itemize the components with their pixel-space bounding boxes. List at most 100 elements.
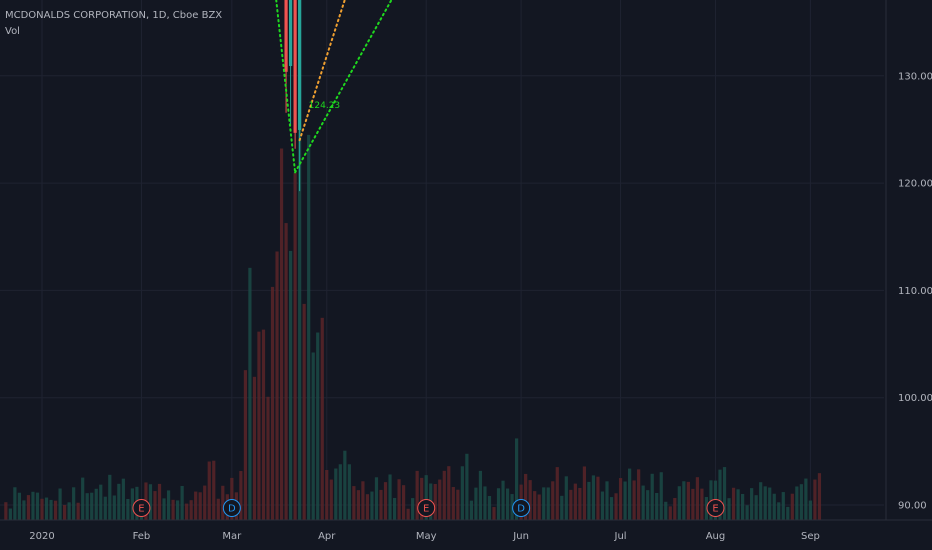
volume-bar — [284, 223, 288, 521]
volume-bar — [510, 494, 514, 520]
volume-bar — [456, 489, 460, 520]
price-tick-label: 90.00 — [898, 501, 927, 512]
volume-bar — [212, 460, 216, 520]
time-tick-label: Aug — [706, 531, 726, 542]
volume-bar — [618, 478, 623, 520]
volume-bar — [492, 507, 496, 520]
volume-bar — [578, 487, 582, 520]
volume-bar — [4, 502, 8, 520]
volume-bar — [587, 481, 591, 520]
volume-bar — [198, 492, 202, 520]
volume-bar — [126, 499, 130, 520]
event-marker-label: D — [228, 504, 236, 515]
volume-bar — [591, 475, 596, 520]
volume-bar — [275, 251, 279, 521]
long-uptrend-line — [294, 0, 393, 174]
volume-bar — [650, 473, 654, 520]
volume-bar — [474, 487, 478, 520]
volume-indicator-label[interactable]: Vol — [5, 26, 20, 37]
volume-bar — [243, 370, 247, 520]
volume-bar — [180, 485, 184, 520]
time-tick-label: Jun — [512, 531, 529, 542]
volume-bar — [252, 376, 257, 520]
volume-bar — [691, 488, 695, 520]
volume-bar — [655, 492, 659, 520]
volume-bar — [44, 497, 49, 520]
volume-bar — [307, 134, 311, 520]
volume-bar — [343, 450, 347, 520]
annotations: Long Entry 220.9Possible Targets: 276.5 … — [309, 101, 341, 111]
volume-bar — [53, 500, 58, 520]
volume-bar — [289, 250, 293, 521]
volume-bar — [609, 497, 614, 520]
long-entry-down-line — [275, 0, 297, 174]
candlesticks — [284, 0, 302, 192]
event-marker-circle — [706, 499, 725, 517]
volume-bar — [311, 352, 315, 520]
price-tick-label: 110.00 — [898, 286, 932, 297]
volume-bar — [763, 486, 767, 520]
volume-bar — [465, 453, 469, 520]
volume-bar — [569, 489, 573, 520]
event-marker-circle — [512, 499, 531, 517]
volume-bar — [94, 488, 98, 520]
price-axis: 90.00100.00110.00120.00130.00140.00150.0… — [885, 0, 932, 520]
volume-bar — [664, 501, 668, 520]
volume-bar — [542, 487, 546, 520]
volume-bar — [157, 483, 162, 520]
volume-bar — [320, 317, 324, 520]
volume-bar — [704, 497, 709, 520]
volume-bar — [325, 469, 329, 520]
volume-bar — [67, 502, 71, 520]
volume-bar — [85, 493, 89, 520]
volume-bar — [731, 487, 736, 520]
volume-bar — [718, 469, 722, 520]
volume-bar — [483, 486, 487, 520]
time-axis: 2020 Feb Mar Apr May Jun Jul Aug Sep — [0, 519, 932, 542]
volume-bar — [727, 498, 731, 520]
volume-bar — [356, 490, 360, 520]
volume-bar — [17, 492, 21, 520]
volume-bar — [813, 479, 817, 520]
volume-bar — [58, 488, 62, 520]
volume-bar — [329, 479, 333, 520]
time-tick-label: Sep — [801, 531, 820, 542]
volume-bar — [438, 479, 442, 520]
event-marker-label: E — [423, 504, 429, 515]
volume-bar — [686, 481, 690, 520]
volume-bar — [804, 478, 808, 520]
volume-bar — [469, 500, 473, 520]
candle-body — [284, 0, 288, 72]
volume-bar — [221, 485, 225, 520]
volume-bar — [148, 484, 153, 520]
volume-bar — [573, 483, 577, 520]
volume-bar — [795, 486, 799, 520]
volume-bar — [266, 396, 270, 520]
time-tick-label: Feb — [133, 531, 151, 542]
volume-bar — [786, 506, 790, 520]
volume-bar — [81, 477, 85, 520]
volume-bar — [374, 477, 379, 520]
volume-bar — [546, 487, 550, 520]
volume-bar — [750, 488, 754, 520]
volume-bar — [261, 329, 266, 520]
volume-bar — [736, 489, 740, 520]
volume-bar — [257, 331, 261, 520]
time-tick-label: 2020 — [29, 531, 54, 542]
volume-bar — [103, 496, 107, 520]
volume-bar — [361, 481, 365, 520]
event-marker-label: D — [517, 504, 525, 515]
event-marker-circle — [132, 499, 151, 517]
volume-bar — [185, 503, 189, 520]
volume-bar — [63, 504, 67, 520]
volume-bar — [194, 491, 198, 520]
volume-bar — [352, 486, 356, 520]
volume-bar — [709, 480, 713, 520]
volume-bar — [515, 438, 519, 520]
volume-bar — [582, 466, 586, 520]
volume-bar — [505, 488, 510, 520]
volume-bar — [171, 499, 175, 520]
volume-bar — [334, 468, 338, 520]
volume-bar — [745, 505, 749, 520]
